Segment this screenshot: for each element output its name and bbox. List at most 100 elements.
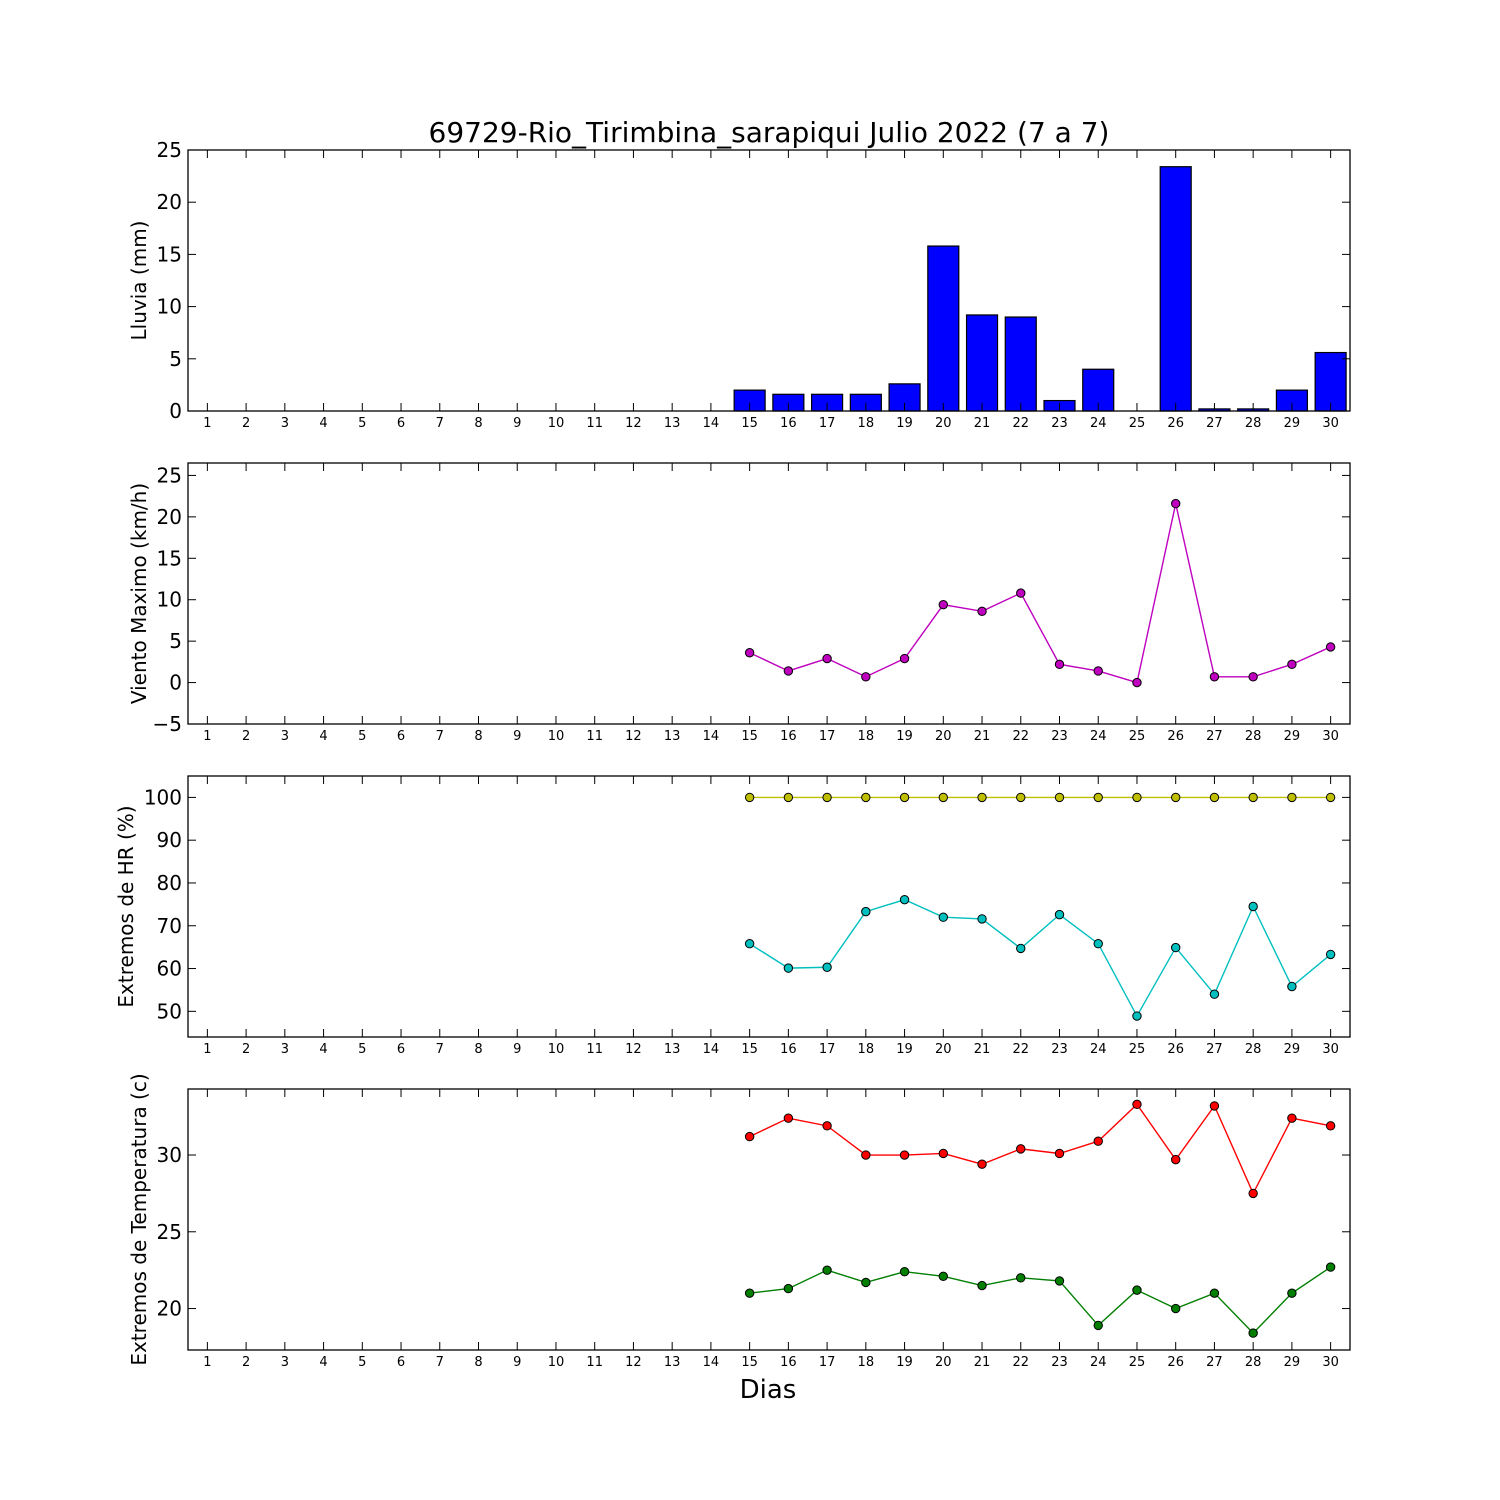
bar-day-20	[927, 245, 960, 412]
point-series-1-day-18	[861, 792, 871, 803]
x-tick-label-14: 14	[703, 1042, 720, 1057]
x-tick-label-29: 29	[1284, 416, 1301, 431]
x-tick-label-7: 7	[436, 416, 444, 431]
x-tick-label-27: 27	[1206, 1355, 1223, 1370]
point-series-1-day-28	[1248, 1188, 1258, 1199]
y-tick-label: 80	[157, 871, 182, 895]
point-series-2-day-29	[1287, 981, 1297, 992]
point-series-2-day-17	[822, 1265, 832, 1275]
x-tick-label-9: 9	[513, 416, 521, 431]
point-series-1-day-25	[1132, 677, 1142, 688]
series-line-2	[749, 1266, 1332, 1335]
y-tick-label: 90	[157, 828, 182, 852]
x-tick-label-29: 29	[1284, 1355, 1301, 1370]
point-series-1-day-24	[1093, 666, 1103, 676]
point-series-1-day-22	[1016, 588, 1026, 598]
series-line-1	[749, 1103, 1331, 1196]
point-series-1-day-18	[861, 672, 871, 682]
x-tick-label-21: 21	[974, 1355, 991, 1370]
x-tick-label-8: 8	[474, 729, 482, 744]
x-tick-label-3: 3	[281, 416, 289, 431]
bar-day-22	[1004, 316, 1037, 412]
x-tick-label-22: 22	[1012, 729, 1029, 744]
y-tick-label: 25	[157, 1220, 182, 1244]
point-series-1-day-20	[938, 792, 948, 803]
point-series-1-day-30	[1325, 792, 1336, 803]
point-series-1-day-21	[977, 792, 987, 803]
point-series-1-day-22	[1016, 1144, 1026, 1154]
point-series-2-day-28	[1248, 901, 1258, 912]
x-tick-label-4: 4	[319, 1042, 327, 1057]
point-series-1-day-29	[1287, 1113, 1297, 1123]
point-series-1-day-16	[783, 792, 794, 803]
point-series-1-day-21	[977, 606, 987, 617]
x-tick-label-19: 19	[896, 1042, 913, 1057]
x-tick-label-6: 6	[397, 1355, 405, 1370]
point-series-1-day-17	[822, 1121, 832, 1131]
x-tick-label-23: 23	[1051, 1355, 1068, 1370]
x-tick-label-18: 18	[858, 416, 875, 431]
x-tick-label-12: 12	[625, 1042, 642, 1057]
point-series-2-day-15	[744, 1288, 755, 1298]
point-series-1-day-20	[938, 1148, 948, 1159]
point-series-1-day-22	[1016, 792, 1026, 803]
x-tick-label-4: 4	[319, 1355, 327, 1370]
x-tick-label-7: 7	[436, 1042, 444, 1057]
y-tick-label: 30	[157, 1143, 182, 1167]
x-tick-label-18: 18	[858, 1042, 875, 1057]
point-series-1-day-23	[1054, 792, 1065, 803]
x-tick-label-3: 3	[281, 1355, 289, 1370]
point-series-2-day-20	[938, 1271, 948, 1282]
x-tick-label-24: 24	[1090, 1355, 1107, 1370]
x-tick-label-13: 13	[664, 1042, 681, 1057]
bar-day-26	[1159, 166, 1192, 412]
point-series-1-day-25	[1132, 792, 1142, 803]
y-tick-label: 25	[157, 463, 182, 487]
y-tick-label: 100	[144, 785, 182, 809]
x-tick-label-28: 28	[1245, 416, 1262, 431]
point-series-1-day-19	[899, 1150, 910, 1160]
x-tick-label-18: 18	[858, 1355, 875, 1370]
x-tick-label-22: 22	[1012, 1355, 1029, 1370]
point-series-2-day-19	[899, 1267, 910, 1277]
x-tick-label-4: 4	[319, 729, 327, 744]
x-tick-label-30: 30	[1322, 1355, 1339, 1370]
x-tick-label-6: 6	[397, 729, 405, 744]
x-tick-label-3: 3	[281, 1042, 289, 1057]
x-tick-label-11: 11	[586, 416, 603, 431]
point-series-2-day-15	[744, 939, 755, 949]
point-series-1-day-28	[1248, 672, 1258, 682]
point-series-1-day-15	[744, 1131, 755, 1142]
plot-frame	[187, 1088, 1351, 1351]
y-axis-label: Extremos de Temperatura (c)	[127, 1073, 151, 1365]
x-tick-label-22: 22	[1012, 1042, 1029, 1057]
y-tick-label: 0	[169, 399, 182, 423]
point-series-1-day-24	[1093, 792, 1103, 803]
point-series-2-day-16	[783, 1283, 794, 1294]
x-tick-label-28: 28	[1245, 1042, 1262, 1057]
point-series-1-day-17	[822, 792, 832, 803]
x-tick-label-11: 11	[586, 1042, 603, 1057]
y-tick-label: 15	[157, 546, 182, 570]
x-tick-label-30: 30	[1322, 729, 1339, 744]
x-tick-label-2: 2	[242, 729, 250, 744]
x-tick-label-17: 17	[819, 1042, 836, 1057]
x-tick-label-20: 20	[935, 1042, 952, 1057]
point-series-1-day-17	[822, 653, 832, 664]
x-tick-label-8: 8	[474, 1355, 482, 1370]
x-tick-label-27: 27	[1206, 1042, 1223, 1057]
x-tick-label-13: 13	[664, 1355, 681, 1370]
x-tick-label-13: 13	[664, 729, 681, 744]
x-tick-label-15: 15	[741, 729, 758, 744]
x-tick-label-24: 24	[1090, 416, 1107, 431]
x-tick-label-5: 5	[358, 416, 366, 431]
x-tick-label-5: 5	[358, 1355, 366, 1370]
x-tick-label-27: 27	[1206, 416, 1223, 431]
point-series-1-day-26	[1171, 1154, 1181, 1165]
y-tick-label: −5	[153, 712, 182, 736]
